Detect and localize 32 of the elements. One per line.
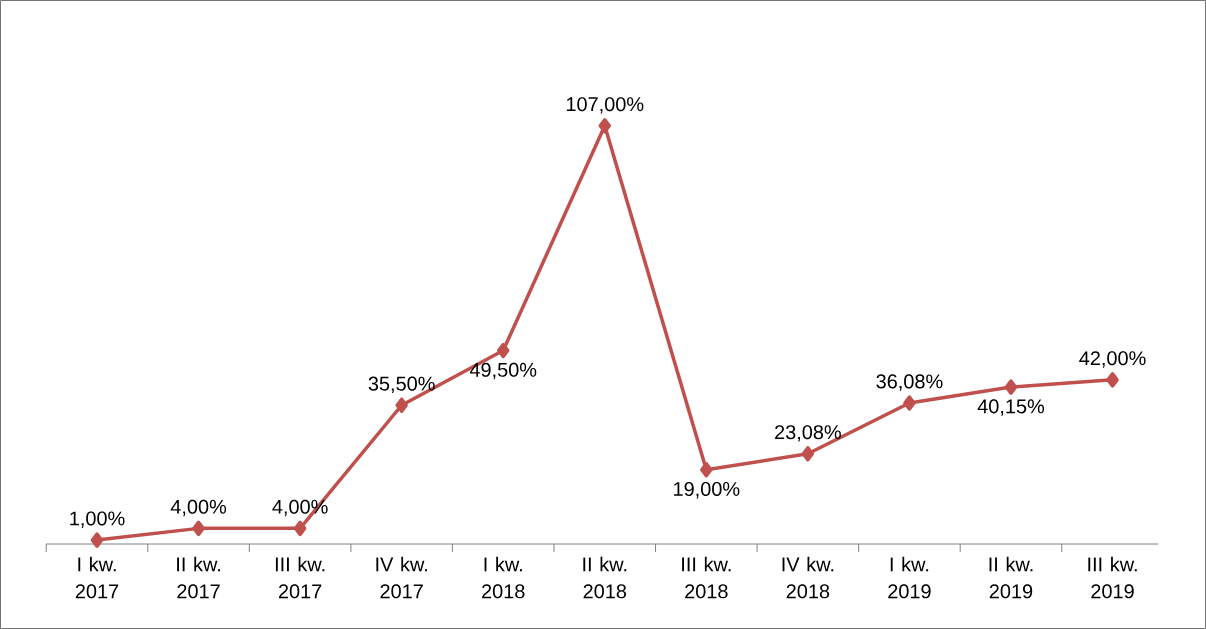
data-label: 4,00%: [170, 499, 227, 517]
data-label: 36,08%: [876, 374, 943, 391]
point: [801, 446, 815, 462]
point: [395, 397, 408, 413]
x-tick-label: III kw. 2019: [1088, 556, 1137, 599]
point: [293, 520, 307, 537]
point: [1106, 372, 1119, 388]
point: [192, 520, 205, 537]
data-label: 1,00%: [70, 511, 125, 528]
x-tick-label: I kw. 2017: [75, 556, 119, 599]
x-tick-label: II kw. 2019: [989, 556, 1033, 599]
point: [1004, 379, 1018, 395]
point: [496, 342, 510, 359]
point: [598, 118, 612, 134]
point: [700, 461, 713, 478]
data-label: 35,50%: [368, 376, 435, 394]
data-label: 49,50%: [469, 362, 537, 380]
x-tick-label: III kw. 2017: [275, 556, 325, 599]
data-label: 40,15%: [977, 399, 1045, 416]
x-tick-label: II kw. 2017: [177, 556, 221, 599]
x-tick-label: II kw. 2018: [583, 556, 627, 599]
x-tick-label: IV kw. 2017: [376, 556, 427, 599]
x-tick-label: III kw. 2018: [682, 556, 731, 599]
point: [90, 532, 104, 548]
data-label: 107,00%: [566, 97, 644, 114]
data-label: 23,08%: [775, 425, 841, 442]
x-tick-label: IV kw. 2018: [782, 556, 834, 599]
x-tick-label: I kw. 2018: [482, 556, 525, 599]
data-label: 19,00%: [674, 481, 740, 499]
data-label: 42,00%: [1079, 351, 1146, 368]
point: [903, 395, 916, 411]
x-tick-label: I kw. 2019: [888, 556, 931, 599]
